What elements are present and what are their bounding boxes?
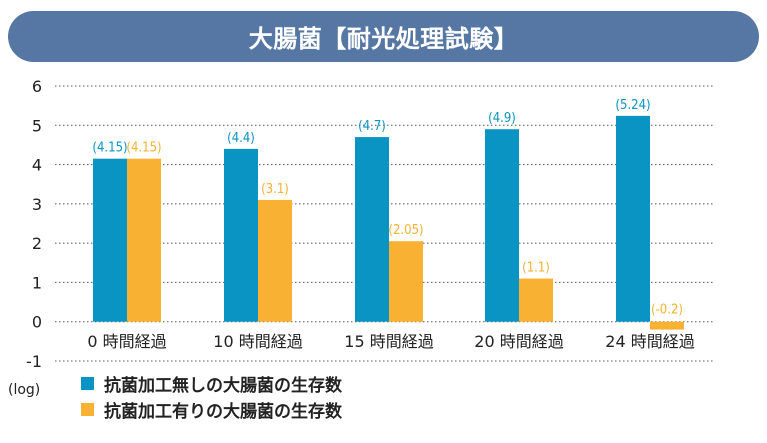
chart-title: 大腸菌【耐光処理試験】	[248, 25, 519, 53]
y-tick-label: 4	[32, 156, 42, 175]
y-tick-label: 3	[32, 195, 42, 214]
category-label: 24 時間経過	[605, 332, 694, 351]
data-label: (4.15)	[126, 141, 161, 156]
y-tick-label: 5	[32, 116, 42, 135]
bar-treated	[258, 199, 292, 322]
bar-untreated	[224, 148, 258, 322]
data-label: (5.24)	[615, 98, 650, 113]
bar-untreated	[93, 158, 127, 322]
category-label: 10 時間経過	[213, 332, 302, 351]
data-label: (-0.2)	[651, 303, 683, 318]
data-label: (2.05)	[388, 223, 423, 238]
category-label: 15 時間経過	[344, 332, 433, 351]
chart-title-bar: 大腸菌【耐光処理試験】	[8, 11, 759, 62]
bar-untreated	[485, 129, 519, 322]
legend-item-treated: 抗菌加工有りの大腸菌の生存数	[81, 396, 342, 422]
category-label: 20 時間経過	[474, 332, 563, 351]
bar-treated	[650, 321, 684, 330]
data-label: (3.1)	[261, 182, 289, 197]
legend-label-treated: 抗菌加工有りの大腸菌の生存数	[104, 401, 342, 422]
legend-item-untreated: 抗菌加工無しの大腸菌の生存数	[81, 370, 342, 396]
data-label: (4.7)	[358, 119, 386, 134]
bar-untreated	[355, 137, 389, 322]
bar-treated	[389, 241, 423, 322]
bar-untreated	[616, 115, 650, 322]
category-label: 0 時間経過	[87, 332, 166, 351]
bar-treated	[127, 158, 161, 322]
legend-swatch-untreated	[81, 376, 94, 390]
data-label: (4.15)	[92, 141, 127, 156]
y-tick-label: 2	[32, 234, 42, 253]
legend-label-untreated: 抗菌加工無しの大腸菌の生存数	[104, 375, 342, 396]
data-label: (1.1)	[522, 261, 550, 276]
y-axis-unit: (log)	[8, 382, 41, 398]
data-label: (4.9)	[488, 111, 516, 126]
y-tick-label: 6	[32, 77, 42, 96]
bar-treated	[519, 278, 553, 322]
legend: 抗菌加工無しの大腸菌の生存数 抗菌加工有りの大腸菌の生存数	[81, 370, 342, 422]
y-tick-label: 0	[32, 313, 42, 332]
data-label: (4.4)	[227, 131, 255, 146]
y-tick-label: 1	[32, 273, 42, 292]
y-tick-label: -1	[26, 352, 42, 371]
legend-swatch-treated	[81, 402, 94, 416]
